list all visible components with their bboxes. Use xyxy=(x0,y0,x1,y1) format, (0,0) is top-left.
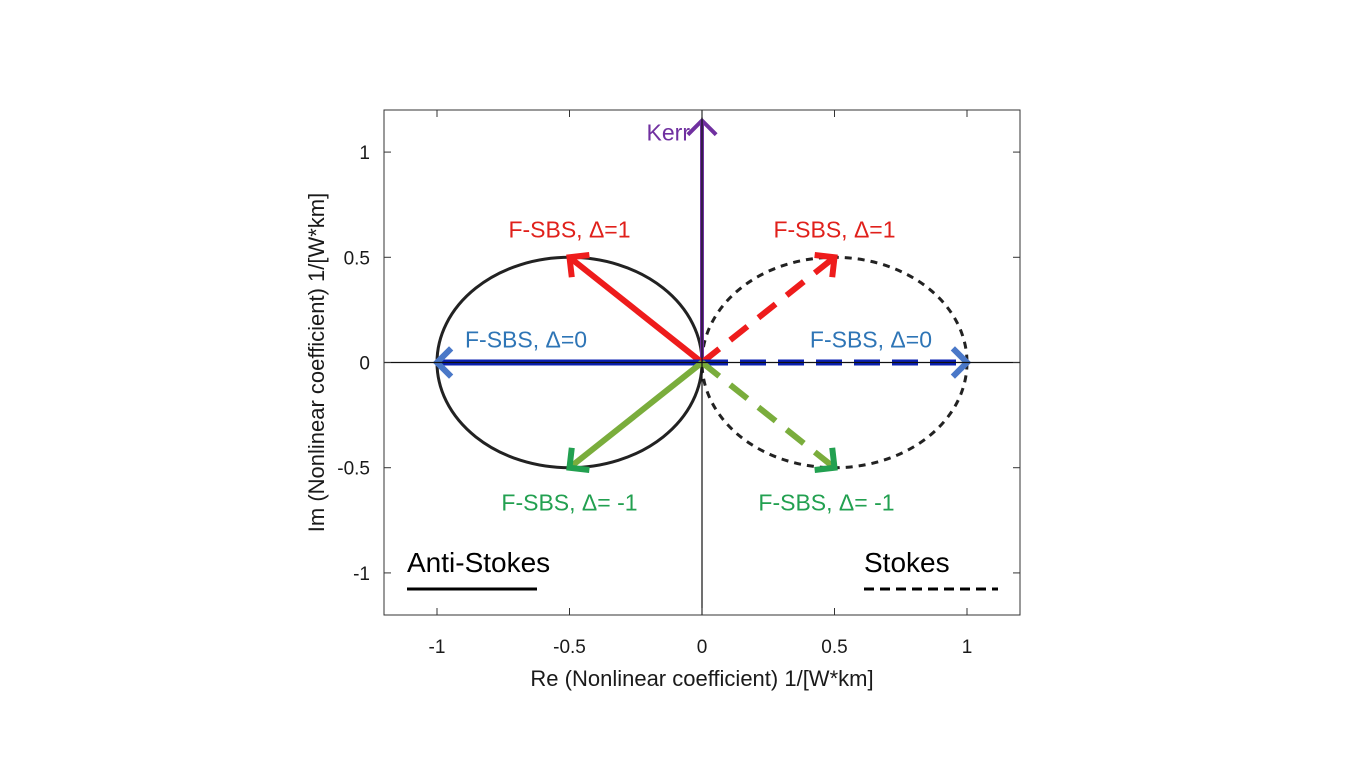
x-tick-label: 0.5 xyxy=(821,637,847,658)
legend-anti-stokes-label: Anti-Stokes xyxy=(407,547,550,578)
vector-label: F-SBS, Δ=0 xyxy=(465,327,587,353)
y-tick-label: -1 xyxy=(353,564,370,585)
arrowhead-icon xyxy=(814,252,838,278)
vector-label: F-SBS, Δ=0 xyxy=(810,327,932,353)
vector-line xyxy=(567,360,704,471)
arrowhead-icon xyxy=(814,447,838,473)
y-tick-label: 0.5 xyxy=(344,248,370,269)
x-tick-label: 1 xyxy=(962,637,973,658)
y-axis-title: Im (Nonlinear coefficient) 1/[W*km] xyxy=(304,193,329,532)
chart-labels-layer: -1 -0.5 0 0.5 1 -1 -0.5 0 0.5 1 Re (Nonlinear coef… xyxy=(304,120,972,691)
chart-axes-layer xyxy=(383,109,1021,616)
x-tick-label: -1 xyxy=(429,637,446,658)
vector-line xyxy=(700,254,837,365)
x-tick-label: 0 xyxy=(697,637,708,658)
y-tick-label: 1 xyxy=(359,143,370,164)
vector-label: F-SBS, Δ=1 xyxy=(508,216,630,242)
x-tick-label: -0.5 xyxy=(553,637,586,658)
legend-stokes-label: Stokes xyxy=(864,547,950,578)
y-tick-label: 0 xyxy=(359,354,370,375)
arrowhead-icon xyxy=(566,447,590,473)
vector-label: Kerr xyxy=(647,120,691,146)
x-axis-title: Re (Nonlinear coefficient) 1/[W*km] xyxy=(530,666,873,691)
vector-label: F-SBS, Δ= -1 xyxy=(501,490,637,516)
arrowhead-icon xyxy=(566,252,590,278)
y-tick-label: -0.5 xyxy=(337,459,370,480)
vector-line xyxy=(700,360,837,471)
vector-label: F-SBS, Δ= -1 xyxy=(758,490,894,516)
vector-label: F-SBS, Δ=1 xyxy=(773,216,895,242)
vector-line xyxy=(567,254,704,365)
chart-shapes-layer xyxy=(407,117,998,591)
